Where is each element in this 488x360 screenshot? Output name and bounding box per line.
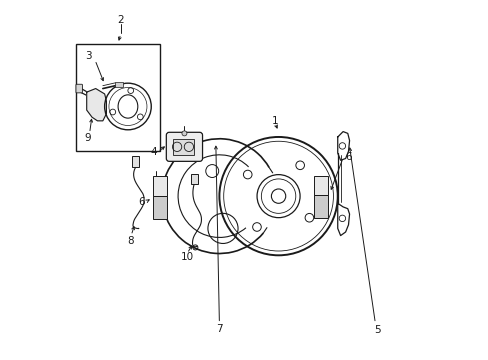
Bar <box>314 195 327 218</box>
Polygon shape <box>86 89 106 121</box>
Text: 7: 7 <box>216 324 222 334</box>
Text: 4: 4 <box>150 147 157 157</box>
Text: 6: 6 <box>345 152 351 162</box>
FancyBboxPatch shape <box>166 132 202 161</box>
Bar <box>76 44 160 151</box>
Bar <box>190 174 198 184</box>
Bar <box>115 82 122 87</box>
Bar <box>314 176 327 195</box>
Text: 8: 8 <box>127 236 134 246</box>
Text: 9: 9 <box>84 133 91 143</box>
Bar <box>153 196 166 220</box>
Circle shape <box>182 131 186 136</box>
Text: 3: 3 <box>85 51 92 61</box>
Text: 10: 10 <box>180 252 193 262</box>
Bar <box>131 156 139 167</box>
Bar <box>153 176 166 196</box>
Text: 2: 2 <box>117 15 124 26</box>
Text: 6: 6 <box>138 197 144 207</box>
Bar <box>173 139 194 155</box>
FancyBboxPatch shape <box>76 84 82 93</box>
Text: 1: 1 <box>271 116 278 126</box>
Text: 5: 5 <box>373 325 380 335</box>
